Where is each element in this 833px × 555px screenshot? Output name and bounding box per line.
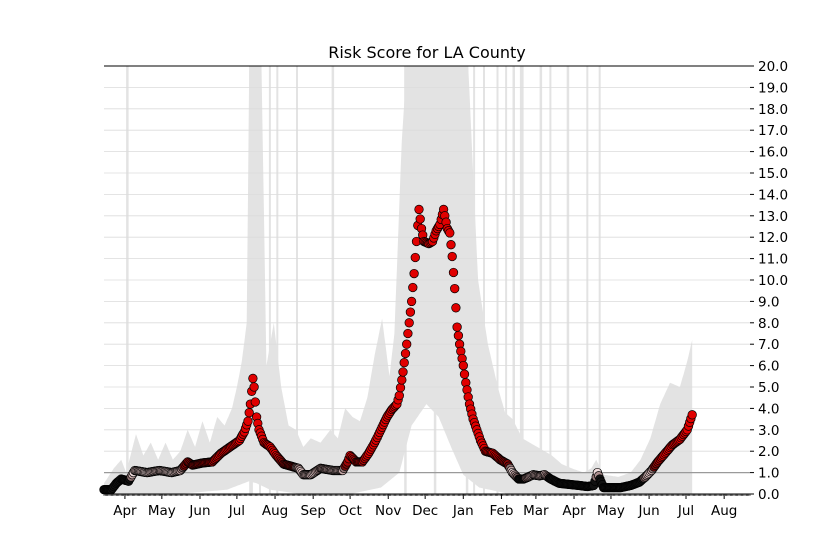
y-tick-label: 8.0 <box>758 316 779 332</box>
y-tick-label: 17.0 <box>758 123 788 139</box>
chart-title: Risk Score for LA County <box>328 43 526 62</box>
y-tick-label: 13.0 <box>758 209 788 225</box>
data-point <box>404 318 414 328</box>
data-point <box>248 373 258 384</box>
x-tick-label: Feb <box>489 503 513 519</box>
data-point <box>249 382 259 392</box>
y-axis-ticks: 0.0 1.0 2.0 3.0 4.0 5.0 6.0 7.0 8.0 9.0 10.0 11.0 12… <box>750 59 788 503</box>
data-point <box>410 252 420 263</box>
x-tick-label: Nov <box>375 503 401 519</box>
x-tick-label: Aug <box>711 503 737 519</box>
data-point <box>458 360 468 371</box>
data-point <box>409 268 419 279</box>
y-tick-label: 6.0 <box>758 359 779 375</box>
y-tick-label: 18.0 <box>758 102 788 118</box>
data-point <box>243 416 253 426</box>
y-tick-label: 19.0 <box>758 80 788 96</box>
x-tick-label: Oct <box>338 503 361 519</box>
data-point <box>453 330 464 341</box>
y-tick-label: 5.0 <box>758 380 779 396</box>
x-tick-label: Sep <box>300 503 325 519</box>
data-points <box>99 204 697 495</box>
x-tick-label: Aug <box>262 503 288 519</box>
data-point <box>402 339 412 349</box>
y-tick-label: 3.0 <box>758 423 779 439</box>
x-tick-label: Apr <box>562 503 586 519</box>
y-tick-label: 0.0 <box>758 487 779 503</box>
x-tick-label: Jan <box>452 503 474 519</box>
data-point <box>399 358 409 368</box>
x-tick-label: May <box>148 503 176 519</box>
data-point <box>447 251 457 262</box>
y-tick-label: 1.0 <box>758 466 779 482</box>
data-point <box>406 296 417 307</box>
data-point <box>687 410 697 420</box>
y-tick-label: 10.0 <box>758 273 788 289</box>
data-point <box>451 303 461 313</box>
x-tick-label: Dec <box>412 503 438 519</box>
y-tick-label: 4.0 <box>758 401 779 417</box>
x-tick-label: May <box>597 503 625 519</box>
data-point <box>397 375 407 385</box>
data-point <box>398 367 408 377</box>
x-tick-label: Jul <box>677 503 694 519</box>
y-tick-label: 7.0 <box>758 337 779 353</box>
data-point <box>445 228 455 238</box>
data-point <box>459 369 470 379</box>
x-tick-label: Jun <box>638 503 660 519</box>
data-point <box>408 282 418 293</box>
y-tick-label: 20.0 <box>758 59 788 75</box>
y-tick-label: 16.0 <box>758 145 788 161</box>
x-axis-ticks: Apr May Jun Jul Aug Sep Oct Nov Dec Jan Feb Mar Apr M… <box>113 494 737 519</box>
y-tick-label: 14.0 <box>758 187 788 203</box>
data-point <box>414 204 424 215</box>
axes <box>103 65 751 496</box>
data-point <box>446 240 456 250</box>
y-tick-label: 15.0 <box>758 166 788 182</box>
data-point <box>395 383 406 393</box>
data-point <box>405 307 416 317</box>
data-point <box>448 267 459 278</box>
data-point <box>450 283 460 294</box>
data-point <box>415 214 425 224</box>
y-tick-label: 12.0 <box>758 230 788 246</box>
data-point <box>400 348 411 359</box>
x-tick-label: Mar <box>523 503 549 519</box>
gridlines <box>104 65 750 495</box>
data-point <box>403 328 413 339</box>
y-tick-label: 2.0 <box>758 444 779 460</box>
data-point <box>452 322 462 332</box>
x-tick-label: Jun <box>188 503 210 519</box>
x-tick-label: Apr <box>113 503 137 519</box>
x-tick-label: Jul <box>228 503 245 519</box>
data-point <box>250 397 260 407</box>
y-tick-label: 11.0 <box>758 252 788 268</box>
data-point <box>394 390 404 401</box>
y-tick-label: 9.0 <box>758 294 779 310</box>
